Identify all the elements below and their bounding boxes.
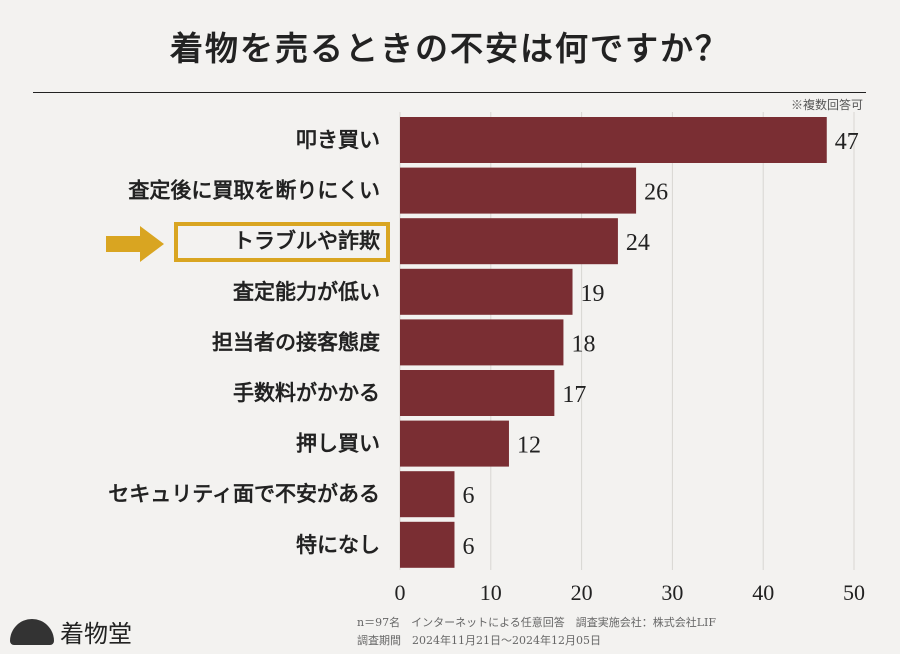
- logo: 着物堂: [10, 614, 132, 649]
- multiple-answer-note: ※複数回答可: [790, 98, 863, 112]
- bar: [400, 471, 455, 518]
- bar: [400, 268, 573, 315]
- category-label: 査定能力が低い: [233, 279, 380, 304]
- bar: [400, 117, 827, 163]
- category-label: 担当者の接客態度: [212, 329, 380, 354]
- bar: [400, 218, 618, 265]
- category-label: セキュリティ面で不安がある: [108, 481, 380, 506]
- fan-logo-icon: [10, 618, 54, 645]
- bar: [400, 370, 555, 416]
- bar: [400, 167, 637, 214]
- bar: [400, 420, 509, 467]
- value-label: 12: [517, 433, 541, 459]
- value-label: 47: [835, 129, 859, 155]
- value-label: 17: [562, 382, 586, 408]
- x-tick-label: 10: [480, 580, 502, 605]
- x-tick-label: 50: [843, 580, 865, 605]
- x-tick-label: 0: [395, 580, 406, 605]
- value-label: 6: [462, 534, 474, 560]
- x-tick-label: 40: [752, 580, 774, 605]
- category-label: トラブルや詐欺: [233, 228, 380, 253]
- bar: [400, 319, 564, 366]
- x-tick-label: 30: [661, 580, 683, 605]
- category-label: 押し買い: [296, 431, 380, 456]
- survey-period: 調査期間 2024年11月21日～2024年12月05日: [357, 634, 601, 647]
- x-tick-label: 20: [571, 580, 593, 605]
- arrow-icon: [106, 226, 164, 262]
- value-label: 6: [462, 483, 474, 509]
- value-label: 24: [626, 230, 650, 256]
- title-divider: [33, 92, 866, 93]
- value-label: 26: [644, 180, 668, 206]
- value-label: 19: [581, 281, 605, 307]
- logo-text: 着物堂: [60, 620, 132, 648]
- category-label: 叩き買い: [296, 127, 380, 152]
- value-label: 18: [571, 331, 595, 357]
- highlight-box: [174, 222, 390, 262]
- category-label: 査定後に買取を断りにくい: [128, 178, 380, 203]
- page-title: 着物を売るときの不安は何ですか？: [170, 29, 730, 68]
- bar: [400, 521, 455, 568]
- category-label: 特になし: [296, 532, 380, 557]
- survey-info: n＝97名 インターネットによる任意回答 調査実施会社：株式会社LIF: [357, 616, 717, 629]
- category-label: 手数料がかかる: [233, 380, 380, 405]
